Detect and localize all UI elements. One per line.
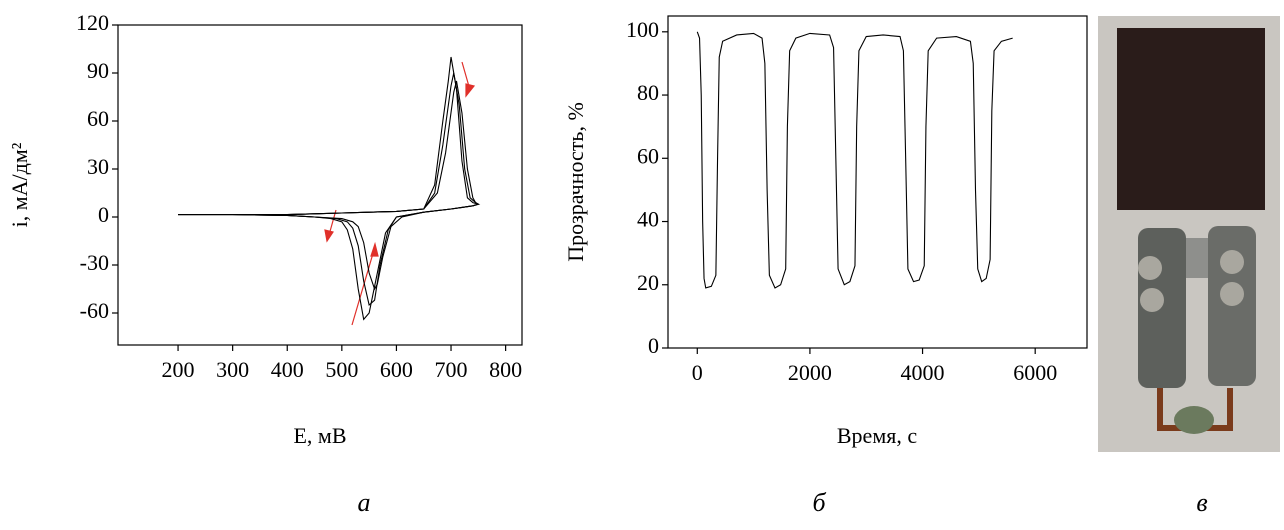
y-tick-label: 100 bbox=[626, 17, 659, 42]
x-tick-label: 2000 bbox=[788, 360, 832, 385]
y-tick-label: 120 bbox=[76, 10, 109, 35]
x-axis-label: Время, с bbox=[837, 423, 917, 448]
arrows bbox=[324, 61, 476, 326]
y-tick-label: -60 bbox=[80, 298, 109, 323]
screw bbox=[1140, 288, 1164, 312]
arrow-head bbox=[465, 83, 476, 98]
x-tick-label: 200 bbox=[162, 357, 195, 382]
screw bbox=[1220, 250, 1244, 274]
x-tick-label: 800 bbox=[489, 357, 522, 382]
screw bbox=[1220, 282, 1244, 306]
arrow-head bbox=[324, 229, 334, 243]
screw bbox=[1138, 256, 1162, 280]
data-line bbox=[696, 31, 1013, 289]
solder bbox=[1174, 406, 1214, 434]
x-tick-label: 300 bbox=[216, 357, 249, 382]
y-tick-label: 0 bbox=[648, 333, 659, 358]
film-sample bbox=[1117, 28, 1265, 210]
y-tick-label: 60 bbox=[87, 106, 109, 131]
x-tick-label: 500 bbox=[325, 357, 358, 382]
x-tick-label: 0 bbox=[692, 360, 703, 385]
photo bbox=[1098, 16, 1280, 452]
arrow-head bbox=[370, 241, 379, 257]
arrow-line bbox=[351, 249, 375, 326]
y-tick-label: 30 bbox=[87, 154, 109, 179]
plot-frame bbox=[117, 24, 523, 346]
y-tick-label: 20 bbox=[637, 270, 659, 295]
y-axis-label: Прозрачность, % bbox=[563, 102, 588, 262]
x-tick-label: 700 bbox=[435, 357, 468, 382]
data-line bbox=[178, 56, 481, 321]
y-tick-label: 40 bbox=[637, 207, 659, 232]
y-tick-label: 0 bbox=[98, 202, 109, 227]
x-tick-label: 4000 bbox=[901, 360, 945, 385]
y-tick-label: 60 bbox=[637, 143, 659, 168]
y-tick-label: -30 bbox=[80, 250, 109, 275]
y-tick-label: 90 bbox=[87, 58, 109, 83]
x-tick-label: 600 bbox=[380, 357, 413, 382]
panel-label: б bbox=[812, 488, 826, 517]
panel-label: а bbox=[358, 488, 371, 517]
y-axis-label: i, мА/дм² bbox=[7, 142, 32, 227]
y-tick-label: 80 bbox=[637, 80, 659, 105]
data-line bbox=[178, 80, 480, 291]
plot-frame bbox=[667, 15, 1088, 349]
x-tick-label: 6000 bbox=[1013, 360, 1057, 385]
x-axis-label: E, мВ bbox=[293, 423, 346, 448]
panel-label: в bbox=[1196, 488, 1207, 517]
x-tick-label: 400 bbox=[271, 357, 304, 382]
